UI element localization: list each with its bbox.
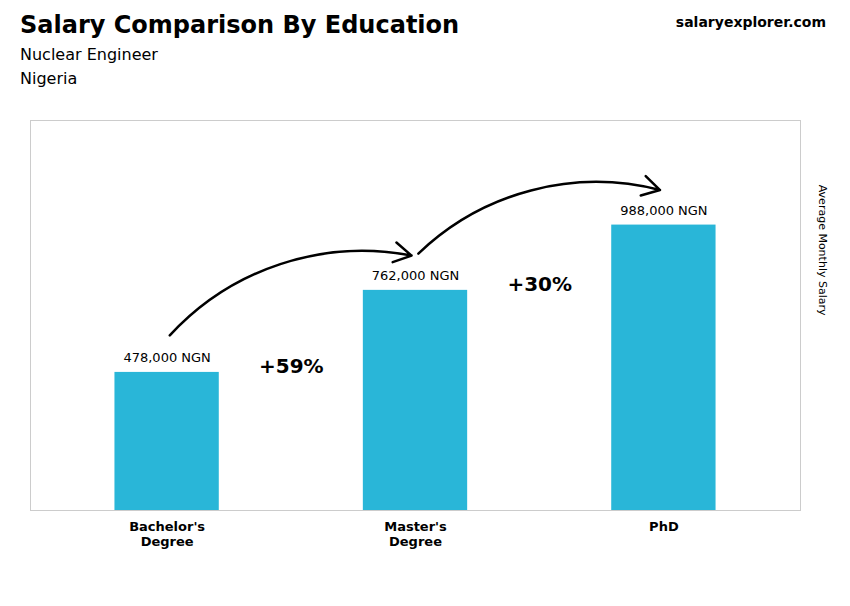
html-text:Salary Comparison By Education: Salary Comparison By Education [20, 11, 460, 39]
html-text:Nuclear Engineer: Nuclear Engineer [20, 45, 158, 64]
svg-text:Master'sDegree: Master'sDegree [384, 519, 447, 549]
svg-text:762,000 NGN: 762,000 NGN [372, 268, 459, 283]
svg-text:478,000 NGN: 478,000 NGN [123, 350, 210, 365]
html-text:salaryexplorer.com: salaryexplorer.com [675, 14, 826, 30]
svg-text:+30%: +30% [507, 272, 572, 296]
svg-text:PhD: PhD [649, 519, 679, 534]
svg-text:Average Monthly Salary: Average Monthly Salary [816, 185, 829, 316]
svg-text:988,000 NGN: 988,000 NGN [620, 203, 707, 218]
html-text:Nigeria: Nigeria [20, 69, 78, 88]
svg-text:Bachelor'sDegree: Bachelor'sDegree [129, 519, 205, 549]
svg-text:+59%: +59% [259, 354, 324, 378]
